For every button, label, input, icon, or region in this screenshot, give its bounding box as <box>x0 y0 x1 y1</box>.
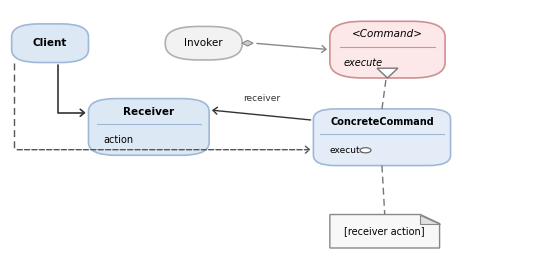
Polygon shape <box>377 68 398 78</box>
Polygon shape <box>242 40 253 46</box>
FancyBboxPatch shape <box>89 99 209 155</box>
Text: [receiver action]: [receiver action] <box>344 226 425 236</box>
Circle shape <box>360 148 371 153</box>
Text: action: action <box>103 135 133 145</box>
FancyBboxPatch shape <box>166 26 242 60</box>
FancyBboxPatch shape <box>12 24 89 62</box>
Polygon shape <box>330 214 439 248</box>
Text: receiver: receiver <box>243 95 280 104</box>
Text: <Command>: <Command> <box>352 29 423 39</box>
Text: execute: execute <box>330 146 366 155</box>
FancyBboxPatch shape <box>330 21 445 78</box>
Text: ConcreteCommand: ConcreteCommand <box>330 117 434 127</box>
Text: Client: Client <box>33 38 67 48</box>
FancyBboxPatch shape <box>314 109 450 166</box>
Text: Invoker: Invoker <box>184 38 223 48</box>
Text: execute: execute <box>344 58 383 68</box>
Polygon shape <box>420 214 439 224</box>
Text: Receiver: Receiver <box>123 107 174 117</box>
